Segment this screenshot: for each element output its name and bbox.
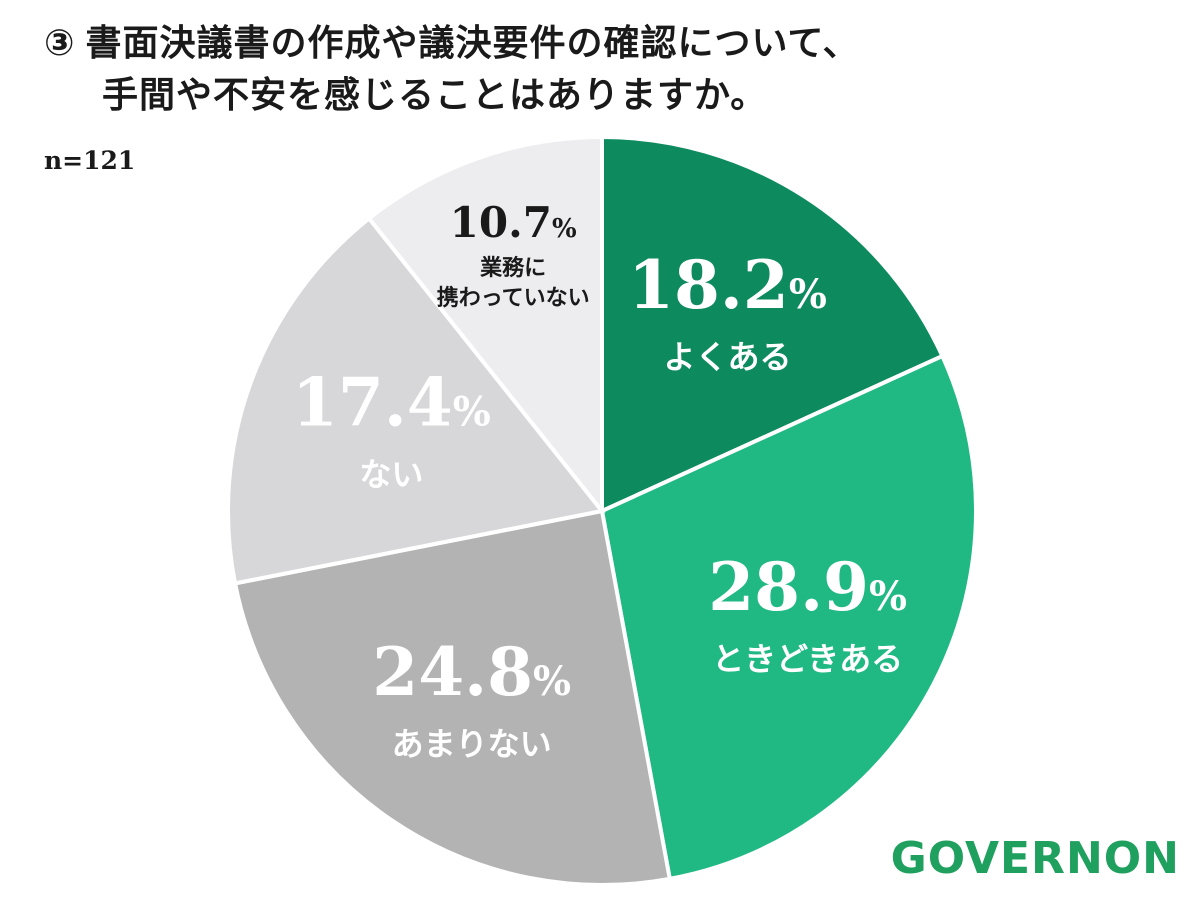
slice-category-label: 業務に — [480, 255, 546, 281]
pie-slice — [599, 353, 978, 882]
slice-value-label: 10.7% — [450, 198, 577, 247]
question-number: ③ — [44, 23, 76, 64]
slice-category-label: あまりない — [392, 725, 552, 763]
slice-category-label: ない — [359, 456, 423, 494]
slice-category-label: よくある — [663, 338, 791, 376]
pie-slice — [366, 134, 604, 517]
slice-value-label: 28.9% — [708, 548, 907, 626]
pie-slice — [232, 508, 673, 887]
title-line-1: ③ 書面決議書の作成や議決要件の確認について、 — [44, 18, 860, 70]
slice-value-label: 17.4% — [292, 364, 491, 442]
governon-logo: GOVERNON — [890, 833, 1180, 884]
title-line-2: 手間や不安を感じることはありますか。 — [102, 75, 768, 116]
slice-category-label: 携わっていない — [437, 285, 590, 311]
slice-value-label: 18.2% — [628, 246, 827, 324]
slice-category-label: ときどきある — [712, 640, 903, 678]
pie-slice — [600, 134, 946, 515]
pie-slice — [226, 215, 606, 586]
slice-value-label: 24.8% — [372, 633, 571, 711]
chart-title: ③ 書面決議書の作成や議決要件の確認について、 手間や不安を感じることはありますか… — [44, 18, 860, 122]
sample-size: n=121 — [44, 146, 136, 175]
title-text-1: 書面決議書の作成や議決要件の確認について、 — [85, 23, 860, 64]
